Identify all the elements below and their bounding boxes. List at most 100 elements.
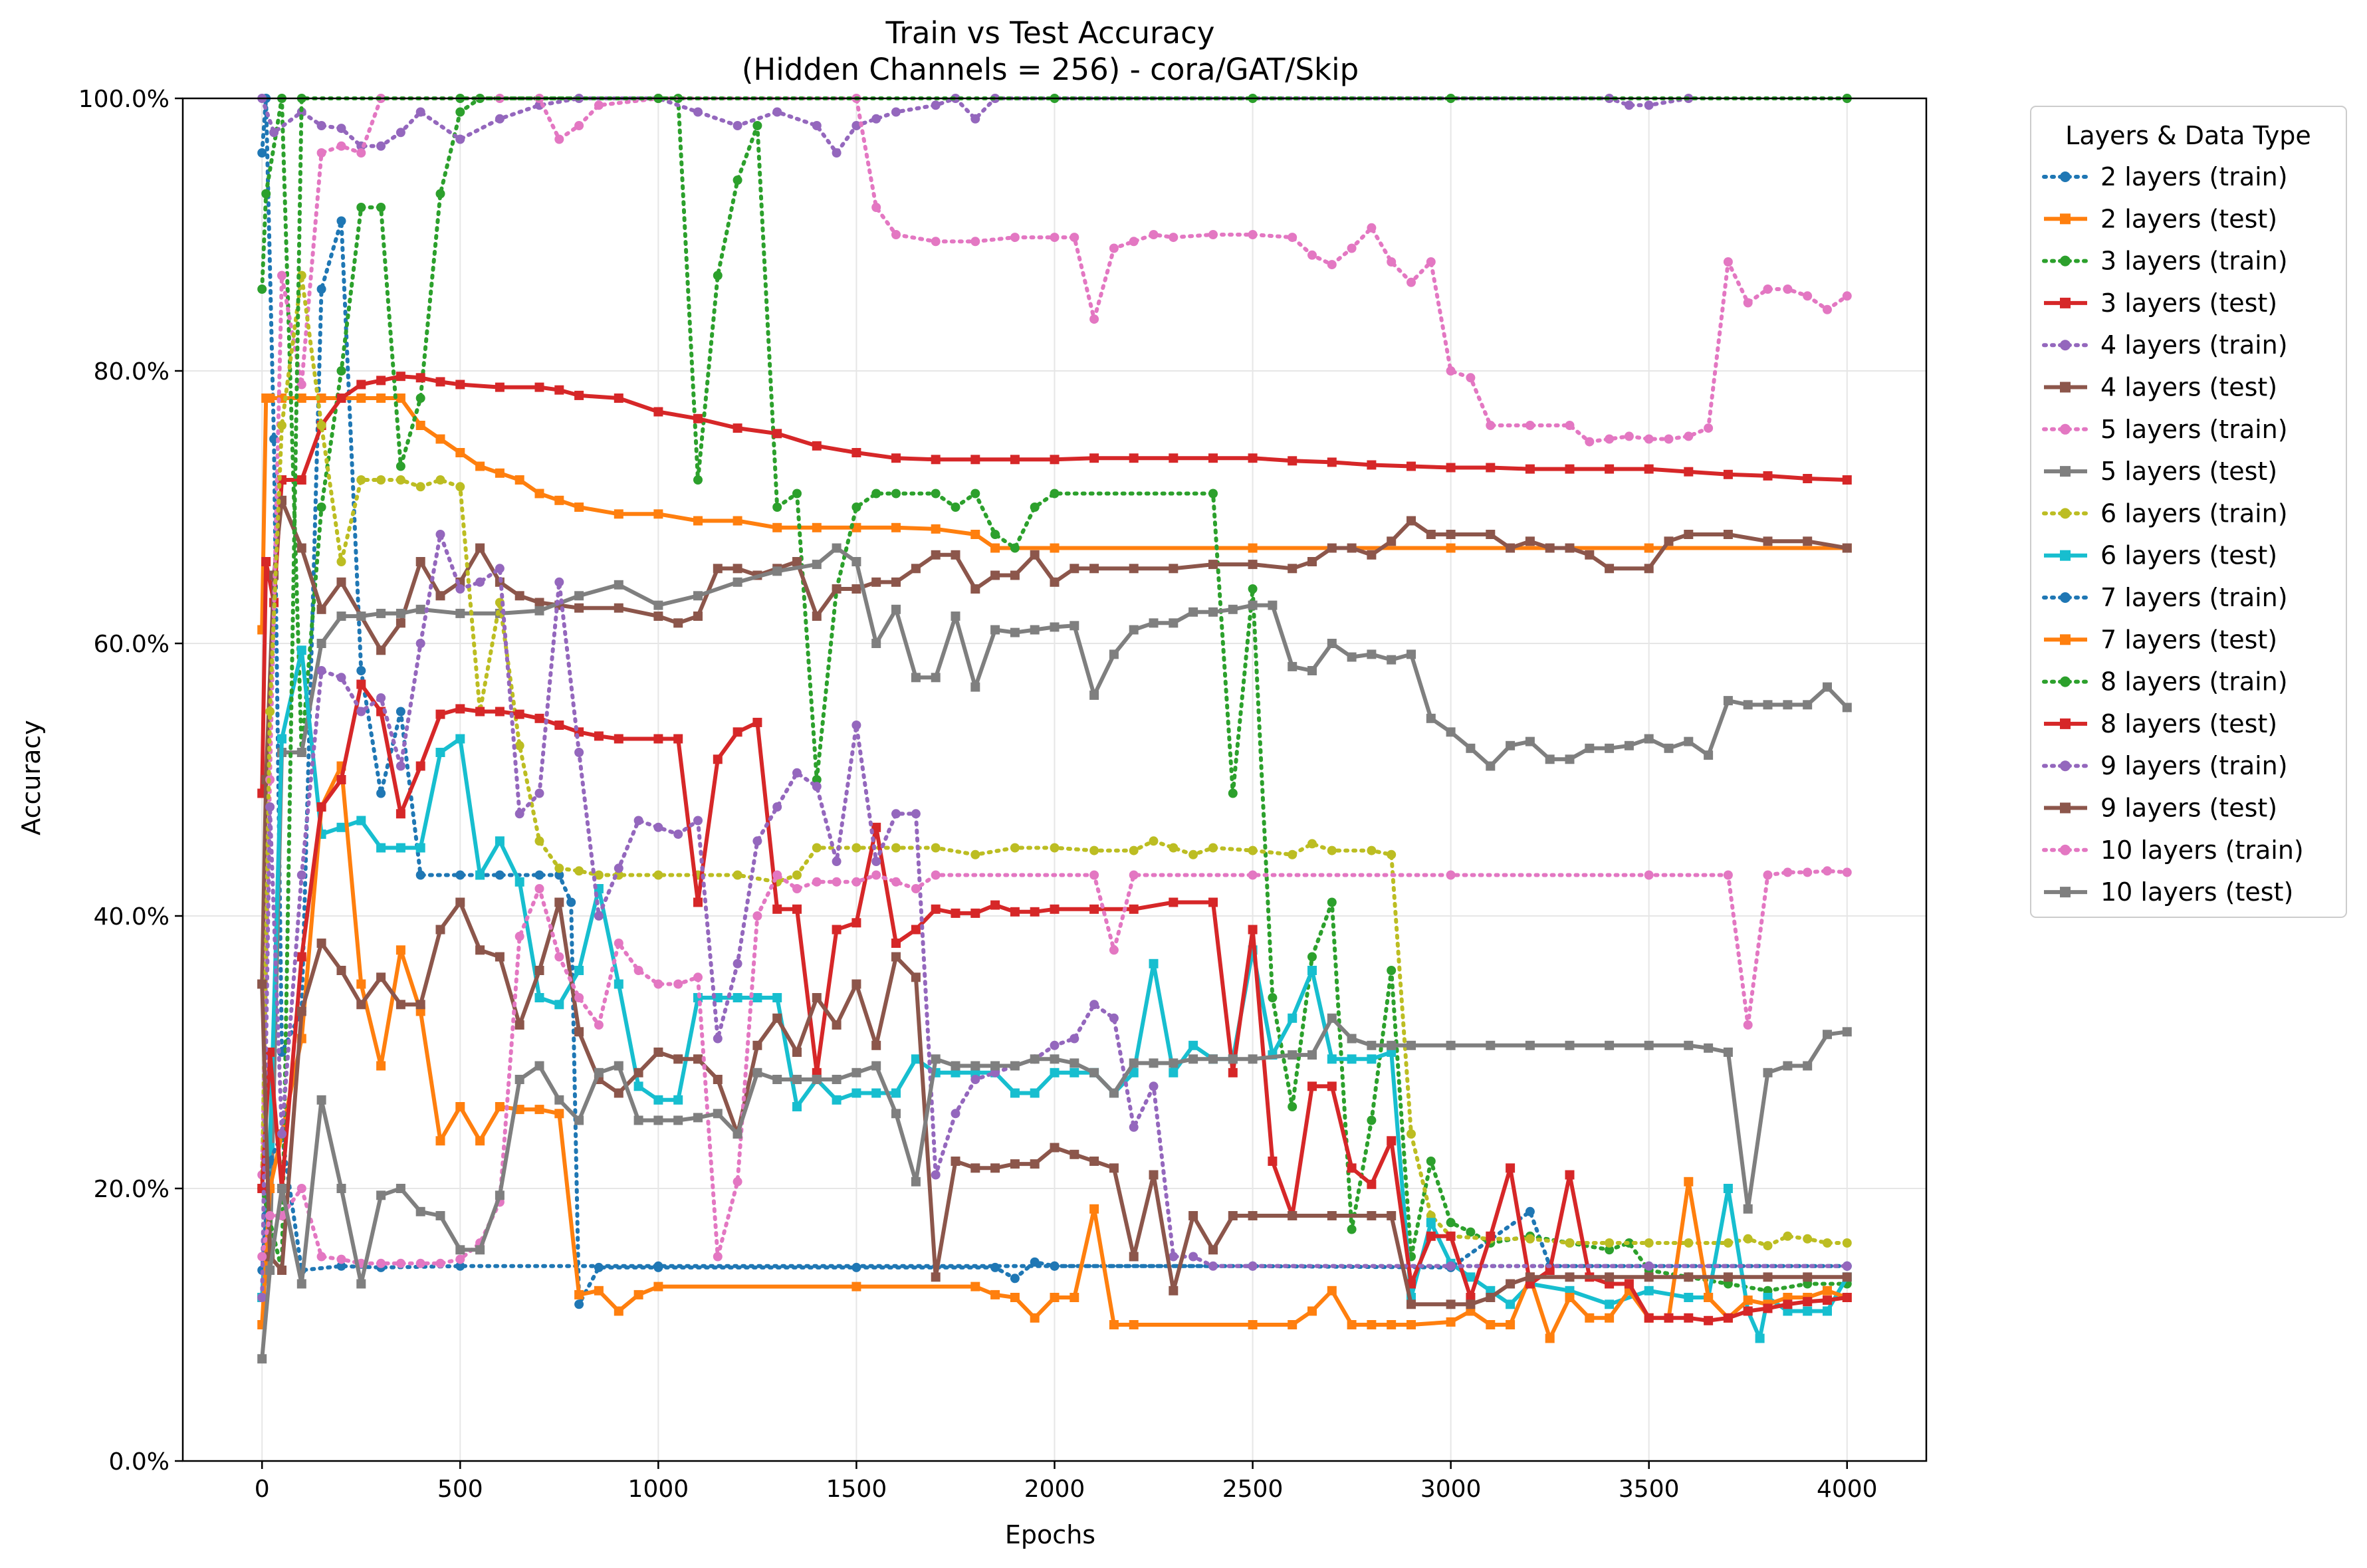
data-point (693, 413, 703, 423)
series-line (260, 96, 1849, 1293)
data-point (455, 107, 465, 117)
data-point (1307, 666, 1317, 675)
data-point (336, 1254, 346, 1264)
data-point (772, 429, 782, 439)
data-point (1407, 277, 1416, 287)
data-point (1743, 1295, 1753, 1305)
data-point (614, 1088, 623, 1098)
legend-label: 9 layers (test) (2100, 794, 2277, 823)
data-point (1823, 1295, 1832, 1305)
data-point (1327, 897, 1337, 907)
legend-swatch-marker (2060, 382, 2071, 393)
data-point (1446, 1231, 1456, 1241)
data-point (1347, 543, 1357, 553)
data-point (1723, 1048, 1733, 1057)
data-point (1347, 243, 1357, 253)
data-point (1446, 1218, 1456, 1228)
data-point (1129, 1067, 1139, 1077)
data-point (1407, 516, 1416, 526)
data-point (455, 448, 465, 457)
data-point (951, 550, 960, 560)
data-point (261, 189, 271, 199)
data-point (693, 475, 703, 485)
data-point (891, 877, 901, 887)
data-point (1664, 1313, 1674, 1323)
data-point (1644, 1272, 1654, 1282)
data-point (1089, 1157, 1099, 1166)
data-point (911, 809, 921, 819)
data-point (1506, 1279, 1516, 1289)
data-point (395, 945, 405, 955)
data-point (713, 1075, 723, 1084)
data-point (1585, 743, 1595, 753)
data-point (554, 897, 564, 907)
data-point (1208, 1261, 1218, 1271)
legend-label: 8 layers (test) (2100, 709, 2277, 738)
data-point (1228, 1054, 1238, 1064)
data-point (1763, 700, 1773, 710)
data-point (1367, 550, 1377, 560)
data-point (614, 393, 623, 403)
data-point (1644, 1040, 1654, 1050)
data-point (1644, 1261, 1654, 1271)
data-point (1288, 1013, 1297, 1023)
data-point (1248, 230, 1258, 239)
data-point (316, 1095, 326, 1105)
data-point (970, 584, 980, 594)
data-point (871, 857, 881, 866)
data-point (891, 1109, 901, 1119)
legend-item: 6 layers (train) (2042, 499, 2288, 528)
data-point (1248, 584, 1258, 594)
data-point (990, 570, 1000, 580)
data-point (832, 148, 842, 158)
legend-label: 2 layers (train) (2100, 162, 2288, 191)
data-point (534, 966, 544, 975)
data-point (1070, 621, 1079, 631)
data-point (1506, 543, 1516, 553)
data-point (336, 673, 346, 683)
data-point (1644, 434, 1654, 444)
data-point (1050, 233, 1060, 243)
data-point (1407, 1299, 1416, 1309)
data-point (1823, 682, 1832, 692)
data-point (1050, 577, 1060, 587)
data-point (752, 1067, 762, 1077)
data-point (495, 870, 505, 880)
data-point (356, 1279, 366, 1289)
data-point (1070, 233, 1079, 243)
data-point (495, 707, 505, 717)
data-point (1605, 464, 1615, 474)
x-tick-label: 3500 (1619, 1476, 1680, 1503)
data-point (1803, 291, 1813, 301)
data-point (435, 189, 445, 199)
data-point (653, 870, 663, 880)
data-point (1307, 1306, 1317, 1316)
data-point (435, 591, 445, 601)
data-point (1050, 904, 1060, 914)
data-point (1763, 1067, 1773, 1077)
data-point (970, 530, 980, 539)
data-point (1188, 1211, 1198, 1220)
data-point (1723, 870, 1733, 880)
data-point (376, 475, 386, 485)
data-point (316, 121, 326, 130)
data-point (1208, 1054, 1218, 1064)
legend-label: 3 layers (train) (2100, 247, 2288, 276)
data-point (1565, 1272, 1575, 1282)
data-point (376, 645, 386, 655)
data-point (1763, 471, 1773, 481)
data-point (1723, 469, 1733, 479)
data-point (1248, 1054, 1258, 1064)
data-point (376, 608, 386, 618)
data-point (1327, 639, 1337, 648)
data-point (1783, 1299, 1793, 1309)
data-point (1030, 1088, 1040, 1098)
data-point (1624, 740, 1634, 750)
data-point (733, 993, 742, 1002)
data-point (336, 124, 346, 134)
data-point (1506, 1299, 1516, 1309)
data-point (1129, 870, 1139, 880)
data-point (1208, 489, 1218, 499)
data-point (1169, 843, 1179, 853)
data-point (257, 979, 267, 989)
